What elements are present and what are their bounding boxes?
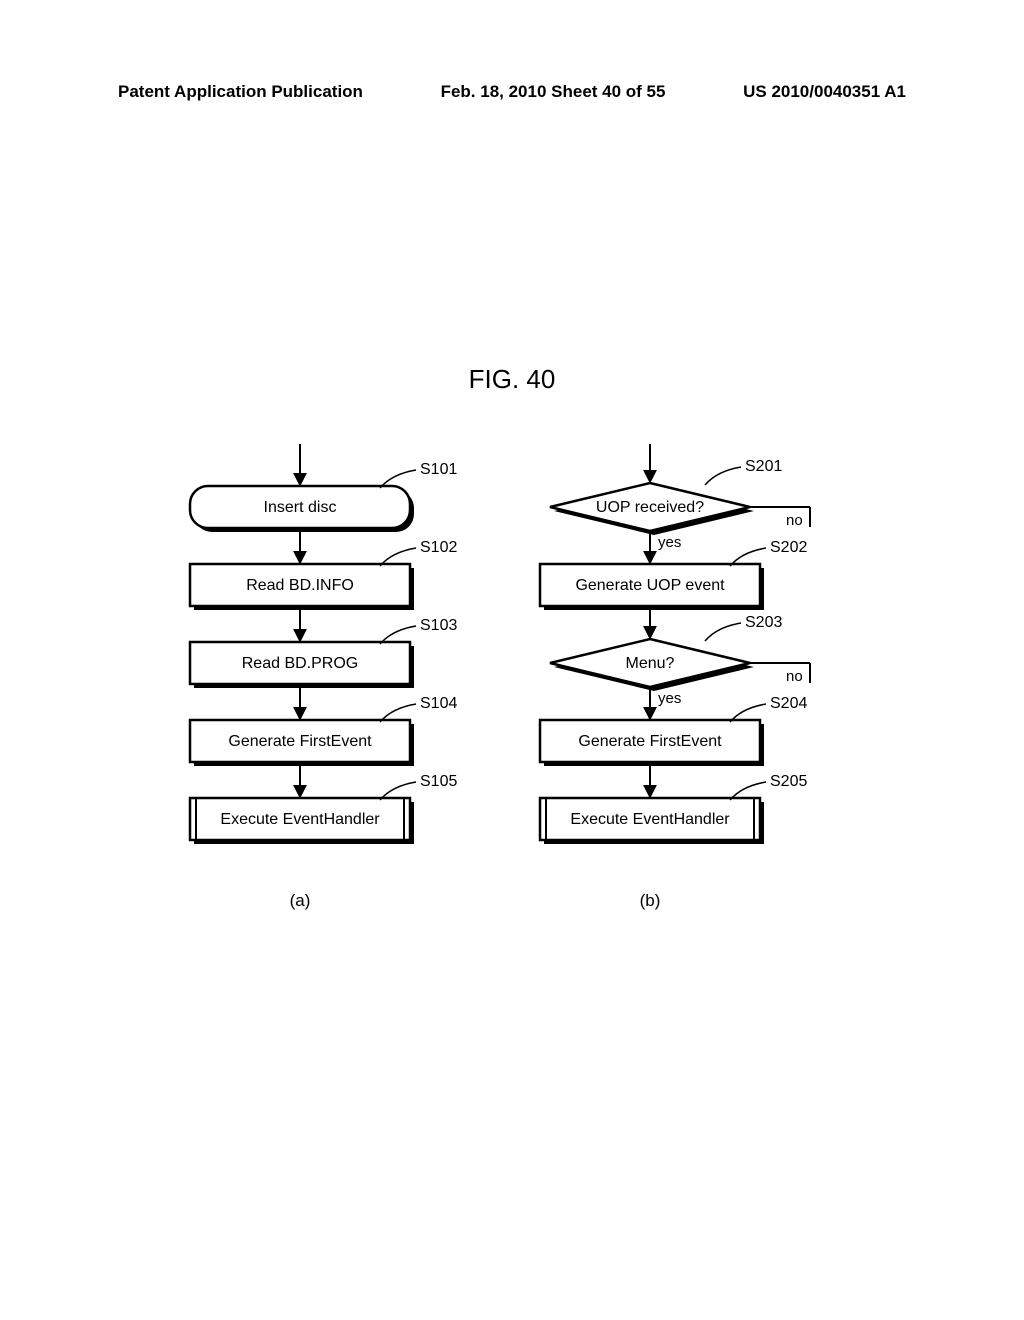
svg-text:Execute EventHandler: Execute EventHandler xyxy=(570,811,730,828)
svg-text:UOP received?: UOP received? xyxy=(596,499,704,516)
svg-text:S104: S104 xyxy=(420,695,457,712)
header-right: US 2010/0040351 A1 xyxy=(743,82,906,102)
svg-text:Read BD.INFO: Read BD.INFO xyxy=(246,577,354,594)
svg-text:no: no xyxy=(786,512,803,529)
svg-text:(a): (a) xyxy=(290,891,311,910)
svg-text:(b): (b) xyxy=(640,891,661,910)
svg-text:Generate FirstEvent: Generate FirstEvent xyxy=(228,733,372,750)
svg-text:no: no xyxy=(786,668,803,685)
svg-text:Insert disc: Insert disc xyxy=(264,499,337,516)
svg-text:Read BD.PROG: Read BD.PROG xyxy=(242,655,358,672)
svg-text:Generate UOP event: Generate UOP event xyxy=(575,577,725,594)
header-left: Patent Application Publication xyxy=(118,82,363,102)
page-header: Patent Application Publication Feb. 18, … xyxy=(0,82,1024,102)
svg-text:Generate FirstEvent: Generate FirstEvent xyxy=(578,733,722,750)
svg-text:S205: S205 xyxy=(770,773,807,790)
header-middle: Feb. 18, 2010 Sheet 40 of 55 xyxy=(441,82,666,102)
flowcharts: Insert disc S101 Read BD.INFO S102 Read BD.P… xyxy=(160,436,840,956)
svg-text:S103: S103 xyxy=(420,617,457,634)
svg-text:Menu?: Menu? xyxy=(626,655,675,672)
svg-text:S204: S204 xyxy=(770,695,807,712)
svg-text:S202: S202 xyxy=(770,539,807,556)
svg-text:S105: S105 xyxy=(420,773,457,790)
svg-text:yes: yes xyxy=(658,534,681,551)
svg-text:S102: S102 xyxy=(420,539,457,556)
flowchart-svg: Insert disc S101 Read BD.INFO S102 Read BD.P… xyxy=(160,436,840,996)
svg-text:S101: S101 xyxy=(420,461,457,478)
svg-text:S201: S201 xyxy=(745,458,782,475)
svg-text:S203: S203 xyxy=(745,614,782,631)
svg-text:yes: yes xyxy=(658,690,681,707)
figure-title: FIG. 40 xyxy=(0,364,1024,395)
svg-text:Execute EventHandler: Execute EventHandler xyxy=(220,811,380,828)
